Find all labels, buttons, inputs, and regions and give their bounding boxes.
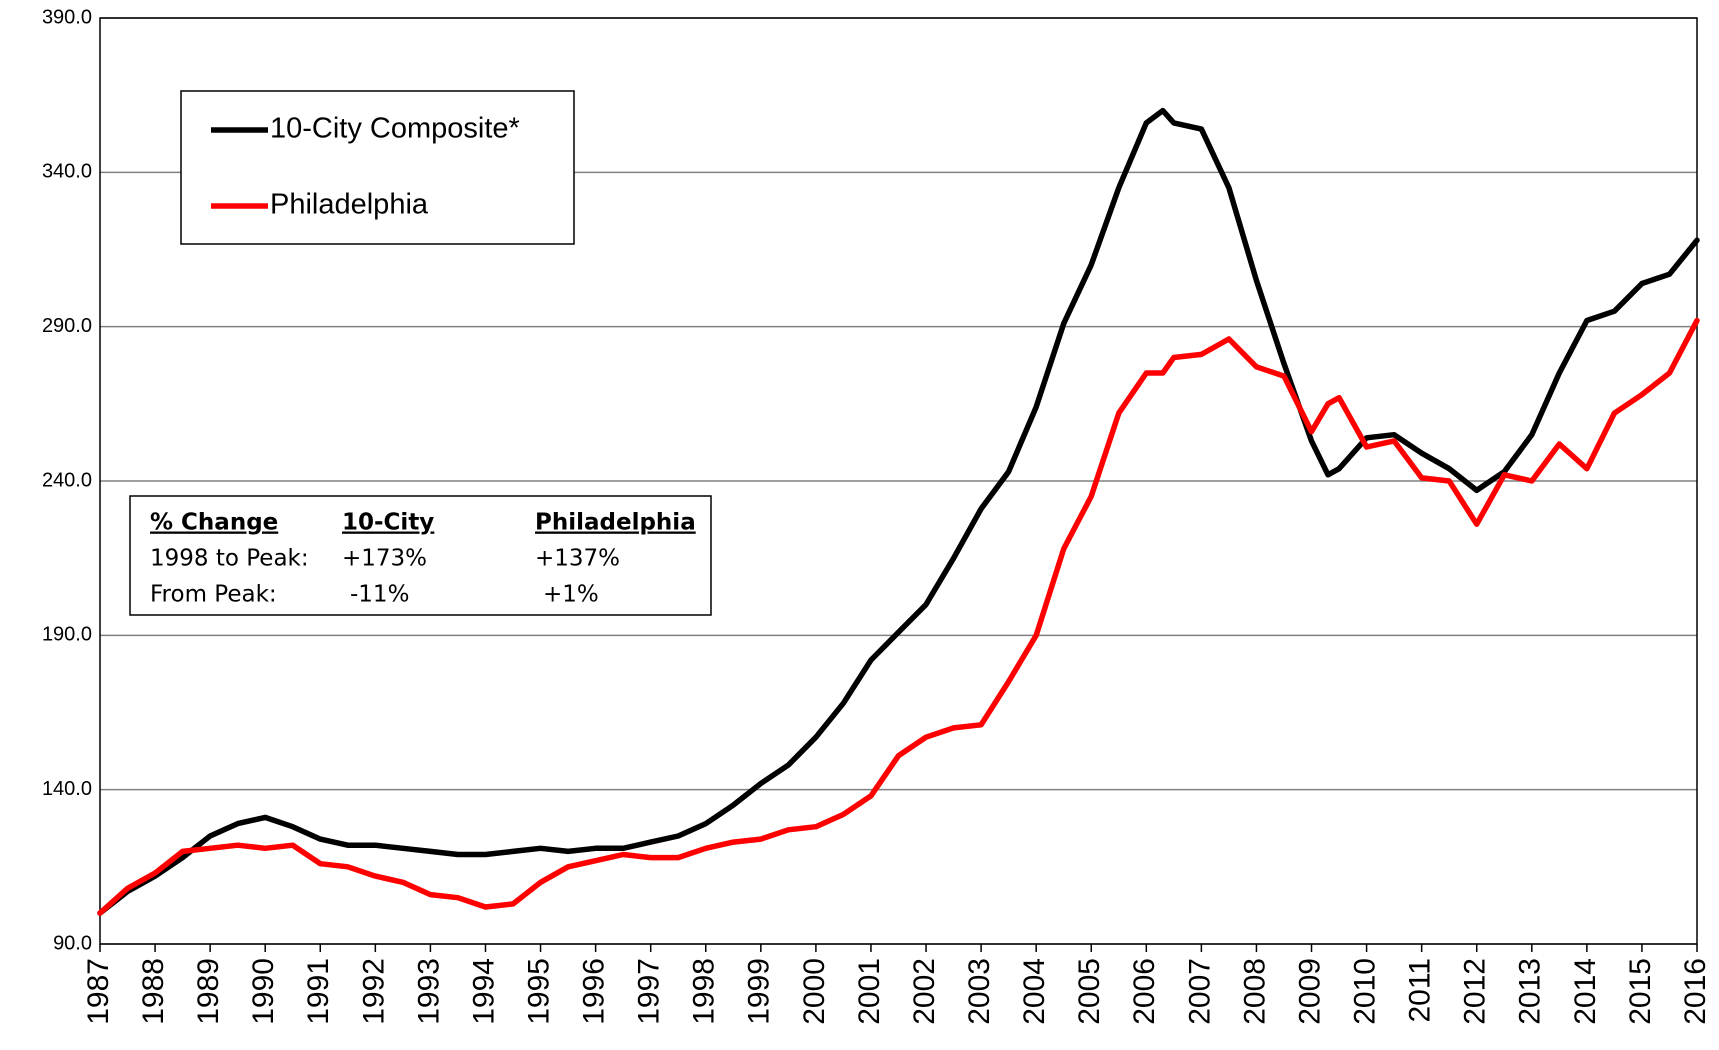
- x-tick-label: 2014: [1569, 958, 1602, 1025]
- x-tick-label: 2007: [1183, 958, 1216, 1025]
- table-cell: -11%: [350, 582, 409, 608]
- x-tick-label: 2000: [798, 958, 831, 1025]
- x-tick-label: 2010: [1349, 958, 1382, 1025]
- x-tick-label: 1992: [357, 958, 390, 1025]
- x-tick-label: 2011: [1404, 958, 1437, 1023]
- x-tick-label: 2015: [1624, 958, 1657, 1025]
- table-cell: 1998 to Peak:: [150, 546, 309, 572]
- x-tick-label: 2012: [1459, 958, 1492, 1025]
- y-tick-label: 190.0: [42, 624, 92, 646]
- x-tick-label: 1998: [688, 958, 721, 1025]
- x-tick-label: 2016: [1679, 958, 1712, 1025]
- x-tick-label: 1997: [633, 958, 666, 1025]
- stats-table: % Change 10-City Philadelphia 1998 to Peak:…: [129, 495, 712, 616]
- x-tick-label: 2001: [853, 958, 886, 1025]
- legend-label: Philadelphia: [270, 189, 429, 221]
- legend-box: [180, 90, 575, 245]
- legend: 10-City Composite* Philadelphia: [180, 90, 575, 245]
- x-tick-label: 2008: [1238, 958, 1271, 1025]
- x-tick-label: 2009: [1293, 958, 1326, 1025]
- x-tick-label: 1999: [743, 958, 776, 1025]
- x-tick-label: 2006: [1128, 958, 1161, 1025]
- plot-frame: [99, 17, 1698, 945]
- y-tick-label: 140.0: [42, 778, 92, 800]
- x-tick-label: 1990: [247, 958, 280, 1025]
- table-cell: +173%: [342, 546, 427, 572]
- x-tick-label: 1987: [82, 958, 115, 1025]
- x-tick-label: 1991: [302, 958, 335, 1025]
- y-tick-label: 340.0: [42, 161, 92, 183]
- series-line: [97, 107, 1700, 916]
- x-tick-label: 1989: [192, 958, 225, 1025]
- x-tick-label: 2003: [963, 958, 996, 1025]
- legend-label: 10-City Composite*: [270, 113, 520, 145]
- table-cell: +1%: [543, 582, 599, 608]
- x-tick-label: 1993: [412, 958, 445, 1025]
- x-tick-label: 2002: [908, 958, 941, 1025]
- table-header: Philadelphia: [535, 510, 696, 536]
- y-tick-label: 90.0: [53, 932, 92, 954]
- x-tick-label: 2004: [1018, 958, 1051, 1025]
- x-tick-label: 1988: [137, 958, 170, 1025]
- y-tick-label: 390.0: [42, 6, 92, 28]
- table-box: [129, 495, 712, 616]
- series-line: [97, 317, 1700, 916]
- y-tick-label: 240.0: [42, 469, 92, 491]
- table-cell: From Peak:: [150, 582, 277, 608]
- table-header: % Change: [150, 510, 278, 536]
- y-tick-label: 290.0: [42, 315, 92, 337]
- table-header: 10-City: [342, 510, 434, 536]
- x-tick-label: 1996: [578, 958, 611, 1025]
- table-cell: +137%: [535, 546, 620, 572]
- x-tick-label: 1995: [522, 958, 555, 1025]
- x-tick-label: 1994: [467, 958, 500, 1025]
- x-tick-label: 2013: [1514, 958, 1547, 1025]
- x-tick-label: 2005: [1073, 958, 1106, 1025]
